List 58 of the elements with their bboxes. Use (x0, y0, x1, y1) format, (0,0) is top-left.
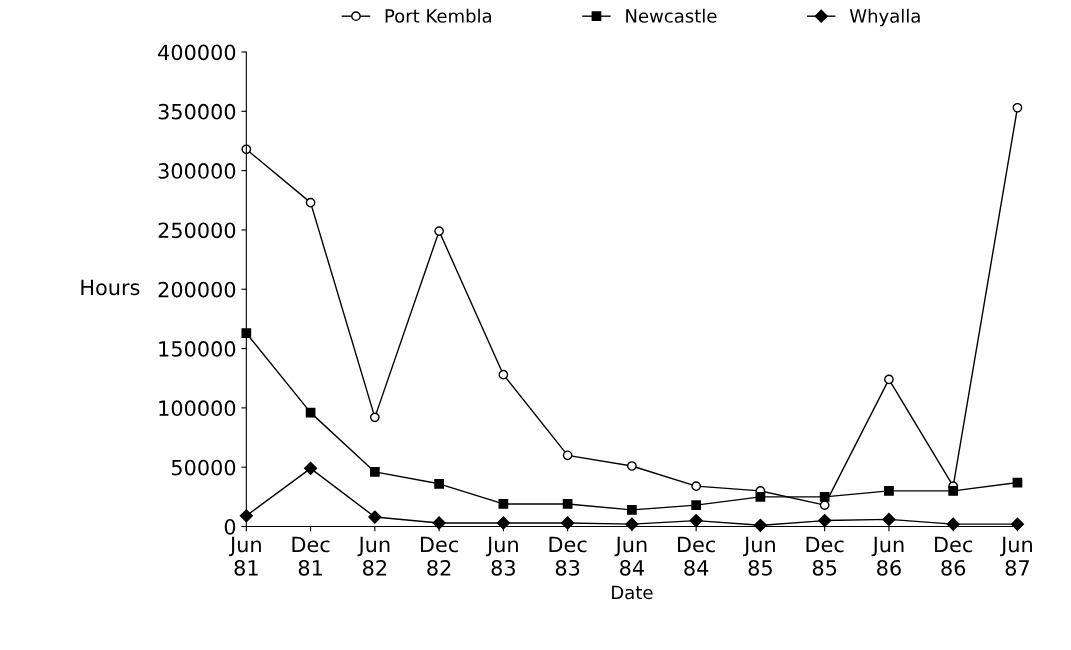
point (496, 516, 510, 530)
point (627, 461, 637, 471)
x-tick-label: Jun 82 (357, 536, 390, 576)
point (1010, 517, 1025, 531)
point (562, 450, 573, 461)
legend-label: Newcastle (626, 8, 717, 23)
point (818, 513, 832, 528)
point (753, 518, 767, 532)
point (561, 516, 575, 530)
point (498, 369, 509, 380)
point (434, 226, 444, 236)
point (432, 516, 446, 530)
x-tick-label: Jun 85 (743, 536, 775, 576)
x-tick-label: Jun 83 (486, 536, 518, 576)
x-tick-label: Jun 84 (614, 536, 647, 576)
point (1012, 102, 1023, 113)
y-tick-label: 250000 (158, 222, 236, 239)
y-tick-label: 100000 (159, 400, 236, 417)
x-axis-title: Date (612, 585, 653, 600)
point (819, 491, 830, 502)
legend-label: Whyalla (849, 8, 920, 27)
y-tick-label: 150000 (159, 341, 236, 357)
point (369, 467, 380, 477)
point (884, 486, 894, 496)
point (882, 512, 896, 526)
x-tick-label: Dec 85 (806, 536, 844, 576)
point (627, 505, 637, 515)
point (755, 491, 766, 502)
point (689, 513, 703, 528)
point (305, 197, 316, 208)
point (691, 500, 702, 511)
y-tick-label: 200000 (158, 281, 236, 298)
y-tick-label: 400000 (158, 44, 236, 61)
y-tick-label: 50000 (171, 459, 236, 476)
x-tick-label: Dec 83 (549, 536, 587, 576)
point (241, 328, 252, 339)
x-tick-label: Dec 82 (421, 536, 458, 576)
x-tick-label: Dec 81 (292, 536, 330, 576)
point (304, 461, 318, 475)
point (368, 510, 382, 524)
x-tick-label: Dec 84 (678, 536, 716, 576)
y-tick-label: 300000 (158, 163, 236, 179)
point (498, 499, 509, 509)
x-tick-label: Jun 86 (871, 536, 904, 576)
y-tick-label: 350000 (158, 103, 236, 120)
x-tick-label: Jun 81 (228, 536, 261, 576)
y-tick-label: 0 (224, 518, 236, 535)
legend-label: Port Kembla (385, 8, 491, 23)
point (884, 374, 894, 385)
point (239, 509, 253, 523)
point (948, 486, 959, 496)
y-axis-title: Hours (81, 279, 140, 296)
point (691, 481, 702, 492)
x-tick-label: Jun 87 (1000, 536, 1032, 576)
point (369, 412, 380, 423)
point (434, 478, 444, 489)
x-tick-label: Dec 86 (935, 536, 973, 576)
point (562, 499, 573, 509)
